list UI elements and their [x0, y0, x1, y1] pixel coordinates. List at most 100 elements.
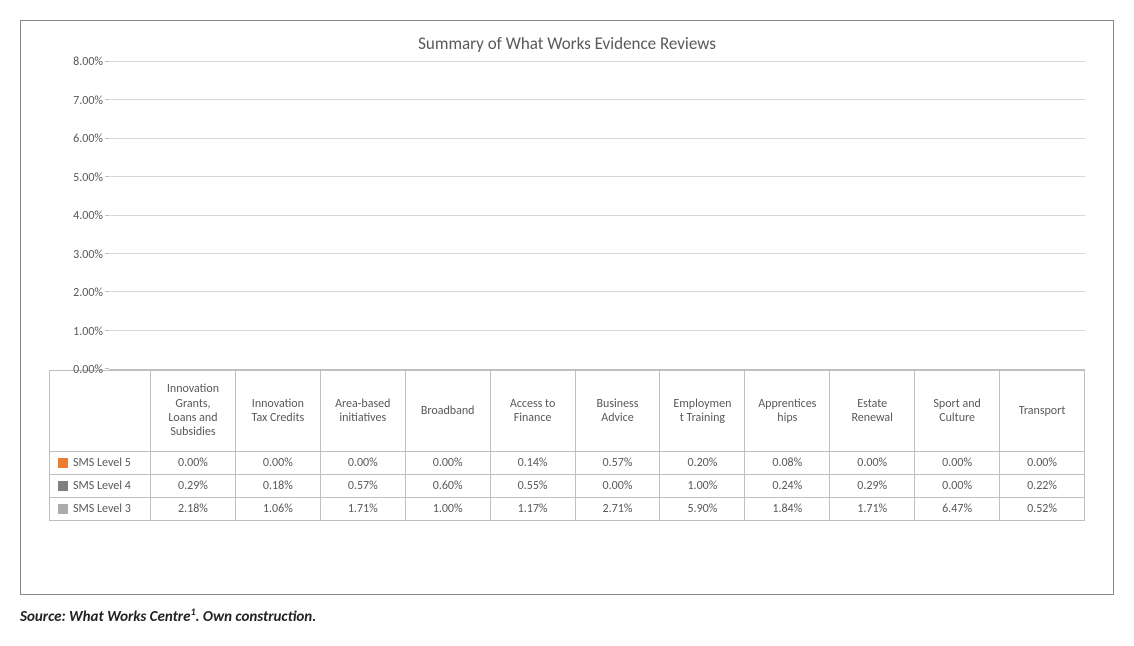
gridline: [109, 291, 1085, 292]
value-cell: 0.14%: [490, 452, 575, 475]
y-tick-label: 1.00%: [73, 325, 103, 339]
y-tickmark: [105, 176, 109, 177]
y-tick-label: 5.00%: [73, 171, 103, 185]
value-cell: 0.00%: [915, 452, 1000, 475]
gridline: [109, 330, 1085, 331]
value-cell: 0.00%: [235, 452, 320, 475]
value-cell: 0.08%: [745, 452, 830, 475]
value-cell: 0.00%: [830, 452, 915, 475]
bar-slot: [996, 62, 1085, 369]
value-cell: 5.90%: [660, 498, 745, 521]
gridline: [109, 61, 1085, 62]
category-header-cell: EstateRenewal: [830, 371, 915, 452]
table-header-row: InnovationGrants,Loans andSubsidiesInnov…: [50, 371, 1085, 452]
category-header-cell: InnovationTax Credits: [235, 371, 320, 452]
legend-swatch: [58, 504, 68, 514]
value-cell: 0.60%: [405, 475, 490, 498]
bar-slot: [464, 62, 553, 369]
value-cell: 1.71%: [320, 498, 405, 521]
value-cell: 0.20%: [660, 452, 745, 475]
y-tickmark: [105, 330, 109, 331]
series-label-cell: SMS Level 5: [50, 452, 151, 475]
legend-swatch: [58, 458, 68, 468]
value-cell: 0.22%: [1000, 475, 1085, 498]
series-label-cell: SMS Level 3: [50, 498, 151, 521]
bar-slot: [730, 62, 819, 369]
value-cell: 0.00%: [575, 475, 660, 498]
y-tickmark: [105, 215, 109, 216]
source-prefix: Source: What Works Centre: [20, 608, 190, 626]
y-tickmark: [105, 61, 109, 62]
y-tickmark: [105, 291, 109, 292]
y-tick-label: 3.00%: [73, 248, 103, 262]
bar-slot: [641, 62, 730, 369]
value-cell: 6.47%: [915, 498, 1000, 521]
y-tickmark: [105, 99, 109, 100]
bar-slot: [553, 62, 642, 369]
category-header-cell: Sport andCulture: [915, 371, 1000, 452]
category-header-cell: Apprenticeships: [745, 371, 830, 452]
source-citation: Source: What Works Centre1. Own construc…: [20, 605, 1114, 626]
data-table: InnovationGrants,Loans andSubsidiesInnov…: [49, 370, 1085, 521]
y-tick-label: 7.00%: [73, 94, 103, 108]
category-header-cell: Access toFinance: [490, 371, 575, 452]
table-row: SMS Level 50.00%0.00%0.00%0.00%0.14%0.57…: [50, 452, 1085, 475]
value-cell: 2.18%: [151, 498, 236, 521]
gridline: [109, 215, 1085, 216]
value-cell: 0.00%: [915, 475, 1000, 498]
value-cell: 0.57%: [575, 452, 660, 475]
category-header-cell: InnovationGrants,Loans andSubsidies: [151, 371, 236, 452]
bar-slot: [109, 62, 198, 369]
y-tickmark: [105, 368, 109, 369]
y-tick-label: 6.00%: [73, 132, 103, 146]
y-tick-label: 8.00%: [73, 55, 103, 69]
value-cell: 0.00%: [151, 452, 236, 475]
table-row: SMS Level 40.29%0.18%0.57%0.60%0.55%0.00…: [50, 475, 1085, 498]
y-tickmark: [105, 138, 109, 139]
legend-swatch: [58, 481, 68, 491]
series-name: SMS Level 4: [73, 479, 131, 493]
series-label-cell: SMS Level 4: [50, 475, 151, 498]
table-corner-cell: [50, 371, 151, 452]
bars-flex: [109, 62, 1085, 369]
value-cell: 0.29%: [830, 475, 915, 498]
value-cell: 1.17%: [490, 498, 575, 521]
bar-slot: [819, 62, 908, 369]
value-cell: 2.71%: [575, 498, 660, 521]
value-cell: 1.00%: [660, 475, 745, 498]
value-cell: 0.29%: [151, 475, 236, 498]
chart-container: Summary of What Works Evidence Reviews 0…: [20, 20, 1114, 595]
value-cell: 0.52%: [1000, 498, 1085, 521]
value-cell: 1.00%: [405, 498, 490, 521]
category-header-cell: Broadband: [405, 371, 490, 452]
value-cell: 0.24%: [745, 475, 830, 498]
gridline: [109, 253, 1085, 254]
y-tick-label: 2.00%: [73, 286, 103, 300]
y-axis: 0.00%1.00%2.00%3.00%4.00%5.00%6.00%7.00%…: [49, 62, 109, 370]
gridline: [109, 138, 1085, 139]
bar-slot: [908, 62, 997, 369]
category-header-cell: Area-basedinitiatives: [320, 371, 405, 452]
category-header-cell: Transport: [1000, 371, 1085, 452]
source-suffix: . Own construction.: [196, 608, 317, 626]
table-row: SMS Level 3 2.18%1.06%1.71%1.00%1.17%2.71…: [50, 498, 1085, 521]
bar-slot: [286, 62, 375, 369]
value-cell: 0.00%: [320, 452, 405, 475]
value-cell: 0.55%: [490, 475, 575, 498]
value-cell: 0.57%: [320, 475, 405, 498]
bars-region: [109, 62, 1085, 370]
chart-title: Summary of What Works Evidence Reviews: [21, 21, 1113, 62]
value-cell: 0.00%: [1000, 452, 1085, 475]
category-header-cell: BusinessAdvice: [575, 371, 660, 452]
gridline: [109, 99, 1085, 100]
y-tickmark: [105, 253, 109, 254]
series-name: SMS Level 5: [73, 456, 131, 470]
bar-slot: [375, 62, 464, 369]
series-name: SMS Level 3: [73, 502, 131, 516]
y-tick-label: 4.00%: [73, 209, 103, 223]
value-cell: 0.18%: [235, 475, 320, 498]
value-cell: 1.06%: [235, 498, 320, 521]
gridline: [109, 176, 1085, 177]
plot-and-table: 0.00%1.00%2.00%3.00%4.00%5.00%6.00%7.00%…: [21, 62, 1113, 535]
value-cell: 1.84%: [745, 498, 830, 521]
